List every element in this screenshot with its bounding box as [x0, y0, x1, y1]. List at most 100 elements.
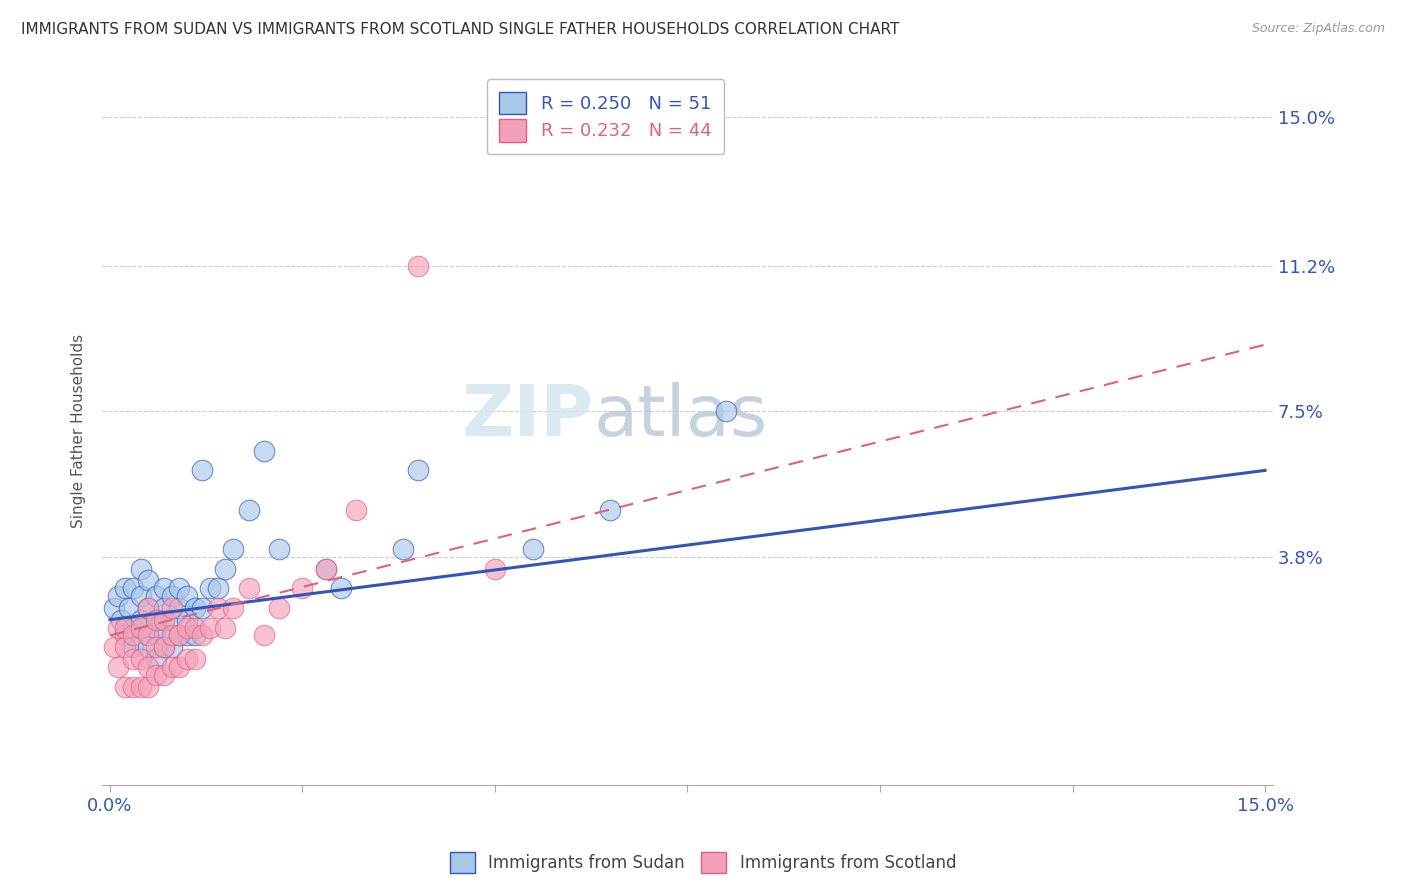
Point [129, 621, 152, 635]
Point [153, 640, 176, 655]
Point [138, 628, 160, 642]
Point [129, 680, 152, 694]
Point [129, 652, 152, 666]
Point [183, 628, 205, 642]
Point [599, 502, 621, 516]
Point [214, 621, 236, 635]
Point [406, 463, 429, 477]
Point [153, 582, 176, 596]
Point [122, 680, 145, 694]
Point [160, 640, 183, 655]
Point [153, 628, 176, 642]
Point [145, 667, 167, 681]
Text: IMMIGRANTS FROM SUDAN VS IMMIGRANTS FROM SCOTLAND SINGLE FATHER HOUSEHOLDS CORRE: IMMIGRANTS FROM SUDAN VS IMMIGRANTS FROM… [21, 22, 900, 37]
Point [167, 601, 190, 615]
Point [329, 582, 352, 596]
Point [176, 621, 198, 635]
Point [153, 640, 176, 655]
Point [129, 589, 152, 603]
Point [122, 652, 145, 666]
Point [103, 601, 125, 615]
Point [238, 502, 260, 516]
Point [129, 561, 152, 575]
Text: ZIP: ZIP [461, 383, 593, 451]
Point [160, 628, 183, 642]
Point [145, 652, 167, 666]
Point [114, 628, 136, 642]
Point [160, 613, 183, 627]
Point [167, 660, 190, 674]
Point [176, 613, 198, 627]
Legend: Immigrants from Sudan, Immigrants from Scotland: Immigrants from Sudan, Immigrants from S… [443, 846, 963, 880]
Point [114, 640, 136, 655]
Point [291, 582, 314, 596]
Point [198, 582, 221, 596]
Point [138, 601, 160, 615]
Point [114, 680, 136, 694]
Point [176, 628, 198, 642]
Point [269, 601, 291, 615]
Point [122, 640, 145, 655]
Point [522, 541, 544, 556]
Point [167, 628, 190, 642]
Point [138, 574, 160, 588]
Point [110, 613, 132, 627]
Point [160, 601, 183, 615]
Point [129, 613, 152, 627]
Point [138, 601, 160, 615]
Point [714, 404, 737, 418]
Point [344, 502, 367, 516]
Point [191, 463, 214, 477]
Point [145, 640, 167, 655]
Point [222, 541, 245, 556]
Point [145, 621, 167, 635]
Point [167, 582, 190, 596]
Point [238, 582, 260, 596]
Y-axis label: Single Father Households: Single Father Households [72, 334, 86, 528]
Point [153, 667, 176, 681]
Point [114, 582, 136, 596]
Point [122, 628, 145, 642]
Point [138, 660, 160, 674]
Point [107, 621, 129, 635]
Point [253, 443, 276, 458]
Point [145, 613, 167, 627]
Point [138, 680, 160, 694]
Point [145, 613, 167, 627]
Point [183, 601, 205, 615]
Point [315, 561, 337, 575]
Point [269, 541, 291, 556]
Point [122, 621, 145, 635]
Point [391, 541, 413, 556]
Point [253, 628, 276, 642]
Point [207, 582, 229, 596]
Point [207, 601, 229, 615]
Point [183, 621, 205, 635]
Point [153, 613, 176, 627]
Point [214, 561, 236, 575]
Point [176, 652, 198, 666]
Point [107, 589, 129, 603]
Point [484, 561, 506, 575]
Point [138, 640, 160, 655]
Point [198, 621, 221, 635]
Point [315, 561, 337, 575]
Point [153, 601, 176, 615]
Point [138, 628, 160, 642]
Point [145, 589, 167, 603]
Point [191, 628, 214, 642]
Text: Source: ZipAtlas.com: Source: ZipAtlas.com [1251, 22, 1385, 36]
Point [122, 582, 145, 596]
Point [176, 589, 198, 603]
Point [167, 628, 190, 642]
Legend: R = 0.250   N = 51, R = 0.232   N = 44: R = 0.250 N = 51, R = 0.232 N = 44 [486, 79, 724, 154]
Point [103, 640, 125, 655]
Point [406, 259, 429, 273]
Point [160, 660, 183, 674]
Point [114, 621, 136, 635]
Text: atlas: atlas [593, 383, 768, 451]
Point [222, 601, 245, 615]
Point [118, 601, 141, 615]
Point [183, 652, 205, 666]
Point [107, 660, 129, 674]
